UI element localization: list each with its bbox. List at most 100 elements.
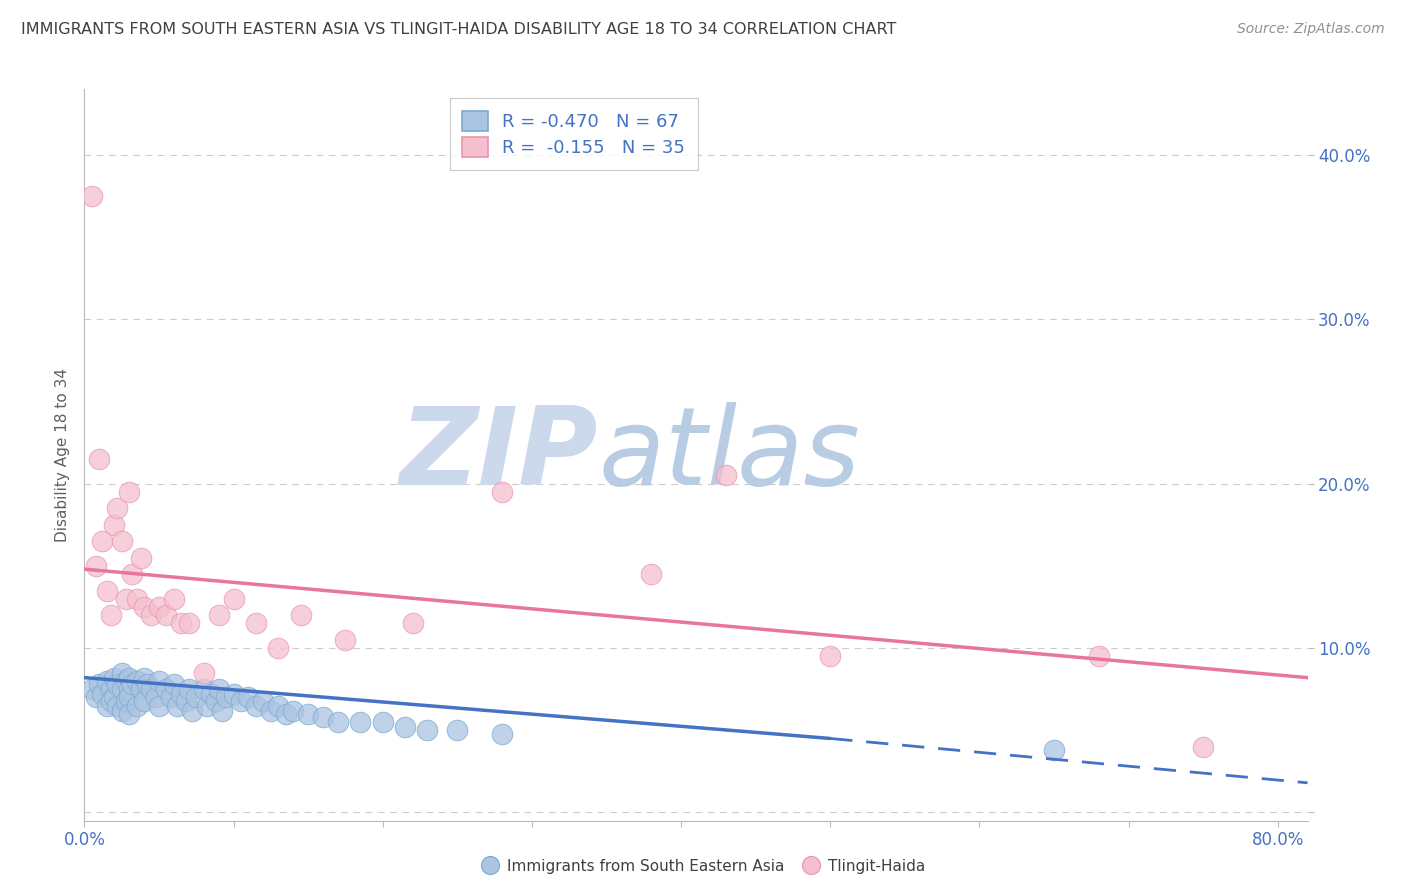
Point xyxy=(297,706,319,721)
Point xyxy=(118,671,141,685)
Point xyxy=(132,671,155,685)
Point xyxy=(132,599,155,614)
Point xyxy=(91,534,114,549)
Point xyxy=(818,649,841,664)
Point xyxy=(121,677,143,691)
Point xyxy=(195,698,218,713)
Point xyxy=(204,693,226,707)
Point xyxy=(1192,739,1215,754)
Point xyxy=(125,591,148,606)
Point xyxy=(105,698,128,713)
Point xyxy=(148,698,170,713)
Text: Source: ZipAtlas.com: Source: ZipAtlas.com xyxy=(1237,22,1385,37)
Point xyxy=(96,698,118,713)
Point xyxy=(640,567,662,582)
Point xyxy=(118,682,141,697)
Point xyxy=(163,591,186,606)
Point xyxy=(245,698,267,713)
Point xyxy=(155,608,177,623)
Point xyxy=(170,687,193,701)
Point xyxy=(84,558,107,573)
Point xyxy=(174,693,197,707)
Point xyxy=(96,583,118,598)
Point xyxy=(215,690,238,705)
Point xyxy=(96,673,118,688)
Point xyxy=(200,687,222,701)
Point xyxy=(132,693,155,707)
Point xyxy=(103,690,125,705)
Point xyxy=(125,698,148,713)
Point xyxy=(211,704,233,718)
Point xyxy=(89,452,111,467)
Y-axis label: Disability Age 18 to 34: Disability Age 18 to 34 xyxy=(55,368,70,542)
Point xyxy=(349,714,371,729)
Point xyxy=(148,673,170,688)
Point xyxy=(141,608,163,623)
Point xyxy=(89,677,111,691)
Point xyxy=(1087,649,1109,664)
Point xyxy=(141,682,163,697)
Point xyxy=(125,673,148,688)
Point xyxy=(118,706,141,721)
Legend: R = -0.470   N = 67, R =  -0.155   N = 35: R = -0.470 N = 67, R = -0.155 N = 35 xyxy=(450,98,697,169)
Point xyxy=(193,682,215,697)
Point xyxy=(394,720,416,734)
Point xyxy=(103,517,125,532)
Point xyxy=(238,690,260,705)
Point xyxy=(170,616,193,631)
Point xyxy=(222,591,245,606)
Point xyxy=(105,501,128,516)
Point xyxy=(491,484,513,499)
Point xyxy=(222,687,245,701)
Point xyxy=(115,591,138,606)
Point xyxy=(115,673,138,688)
Point xyxy=(84,690,107,705)
Point xyxy=(416,723,439,738)
Point xyxy=(111,534,134,549)
Point xyxy=(115,693,138,707)
Point xyxy=(100,608,122,623)
Point xyxy=(129,550,152,565)
Point xyxy=(105,677,128,691)
Point xyxy=(111,682,134,697)
Point xyxy=(260,704,283,718)
Point xyxy=(267,641,290,656)
Point xyxy=(129,682,152,697)
Point xyxy=(245,616,267,631)
Point xyxy=(714,468,737,483)
Text: atlas: atlas xyxy=(598,402,860,508)
Point xyxy=(371,714,394,729)
Point xyxy=(100,693,122,707)
Point xyxy=(446,723,468,738)
Point xyxy=(252,693,274,707)
Point xyxy=(118,484,141,499)
Point xyxy=(177,682,200,697)
Legend: Immigrants from South Eastern Asia, Tlingit-Haida: Immigrants from South Eastern Asia, Tlin… xyxy=(474,853,932,880)
Point xyxy=(1043,743,1066,757)
Point xyxy=(335,632,357,647)
Text: IMMIGRANTS FROM SOUTH EASTERN ASIA VS TLINGIT-HAIDA DISABILITY AGE 18 TO 34 CORR: IMMIGRANTS FROM SOUTH EASTERN ASIA VS TL… xyxy=(21,22,897,37)
Point xyxy=(136,677,159,691)
Point xyxy=(163,677,186,691)
Point xyxy=(118,690,141,705)
Point xyxy=(290,608,312,623)
Point xyxy=(155,682,177,697)
Point xyxy=(491,726,513,740)
Point xyxy=(111,665,134,680)
Point xyxy=(180,704,202,718)
Point xyxy=(207,608,229,623)
Point xyxy=(148,599,170,614)
Point xyxy=(401,616,423,631)
Point xyxy=(326,714,349,729)
Point xyxy=(160,690,183,705)
Point xyxy=(177,616,200,631)
Point xyxy=(166,698,188,713)
Point xyxy=(103,671,125,685)
Point xyxy=(100,682,122,697)
Point xyxy=(121,567,143,582)
Point xyxy=(80,682,103,697)
Point xyxy=(283,704,305,718)
Point xyxy=(186,690,208,705)
Point xyxy=(207,682,229,697)
Point xyxy=(80,189,103,203)
